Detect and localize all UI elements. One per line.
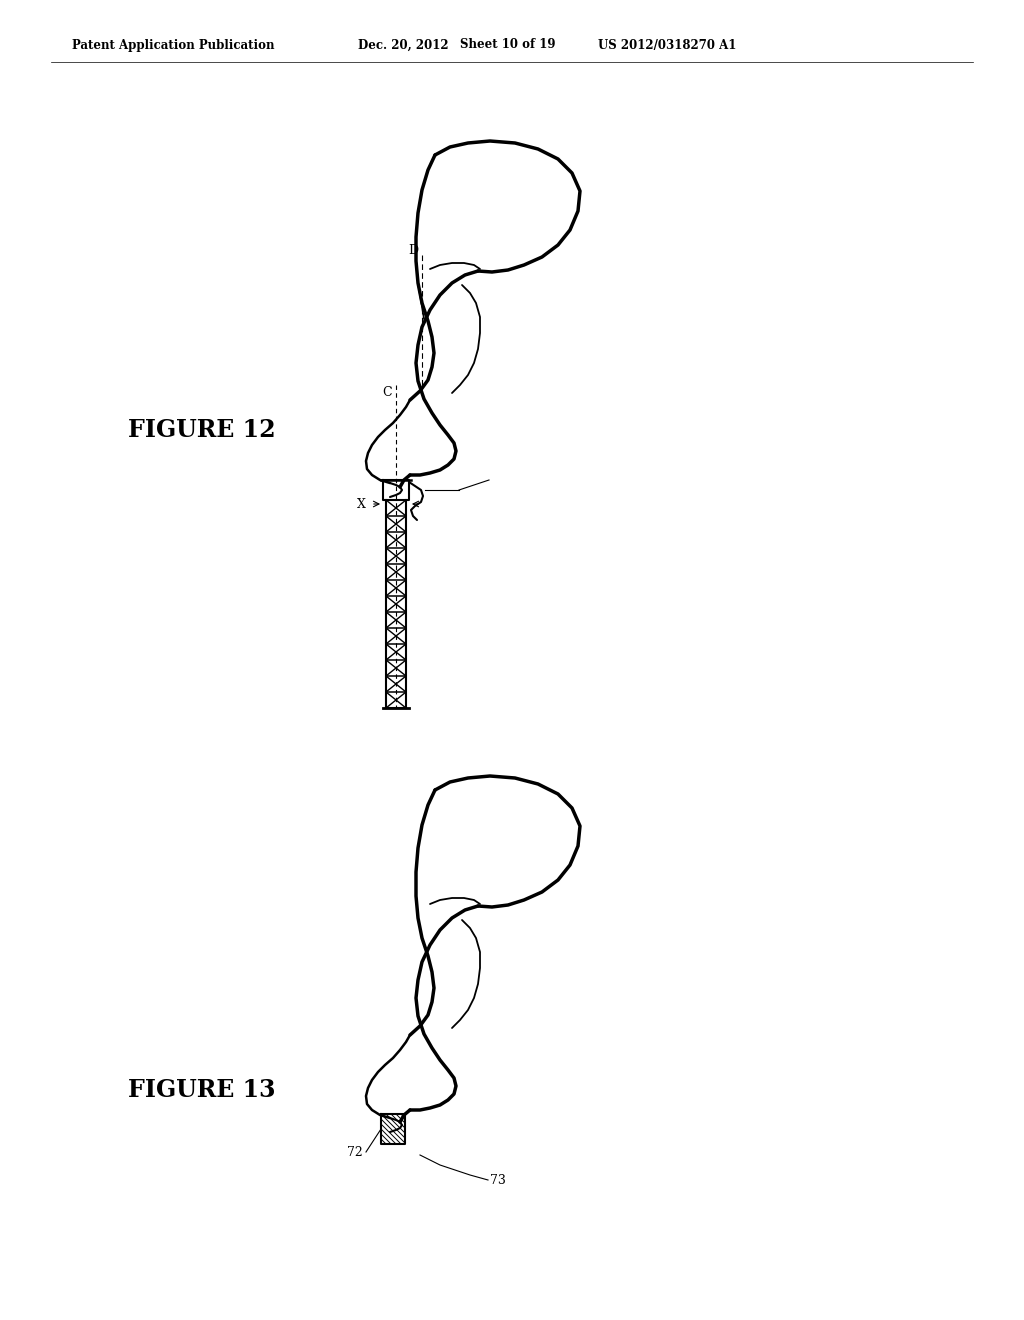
Text: Sheet 10 of 19: Sheet 10 of 19 (460, 38, 555, 51)
Text: X: X (356, 498, 366, 511)
Text: 72: 72 (347, 1146, 362, 1159)
Text: C: C (382, 387, 392, 400)
Text: D: D (408, 243, 418, 256)
Text: Dec. 20, 2012: Dec. 20, 2012 (358, 38, 449, 51)
Text: FIGURE 12: FIGURE 12 (128, 418, 275, 442)
Text: 73: 73 (490, 1173, 506, 1187)
Text: FIGURE 13: FIGURE 13 (128, 1078, 275, 1102)
Text: US 2012/0318270 A1: US 2012/0318270 A1 (598, 38, 736, 51)
Text: Patent Application Publication: Patent Application Publication (72, 38, 274, 51)
